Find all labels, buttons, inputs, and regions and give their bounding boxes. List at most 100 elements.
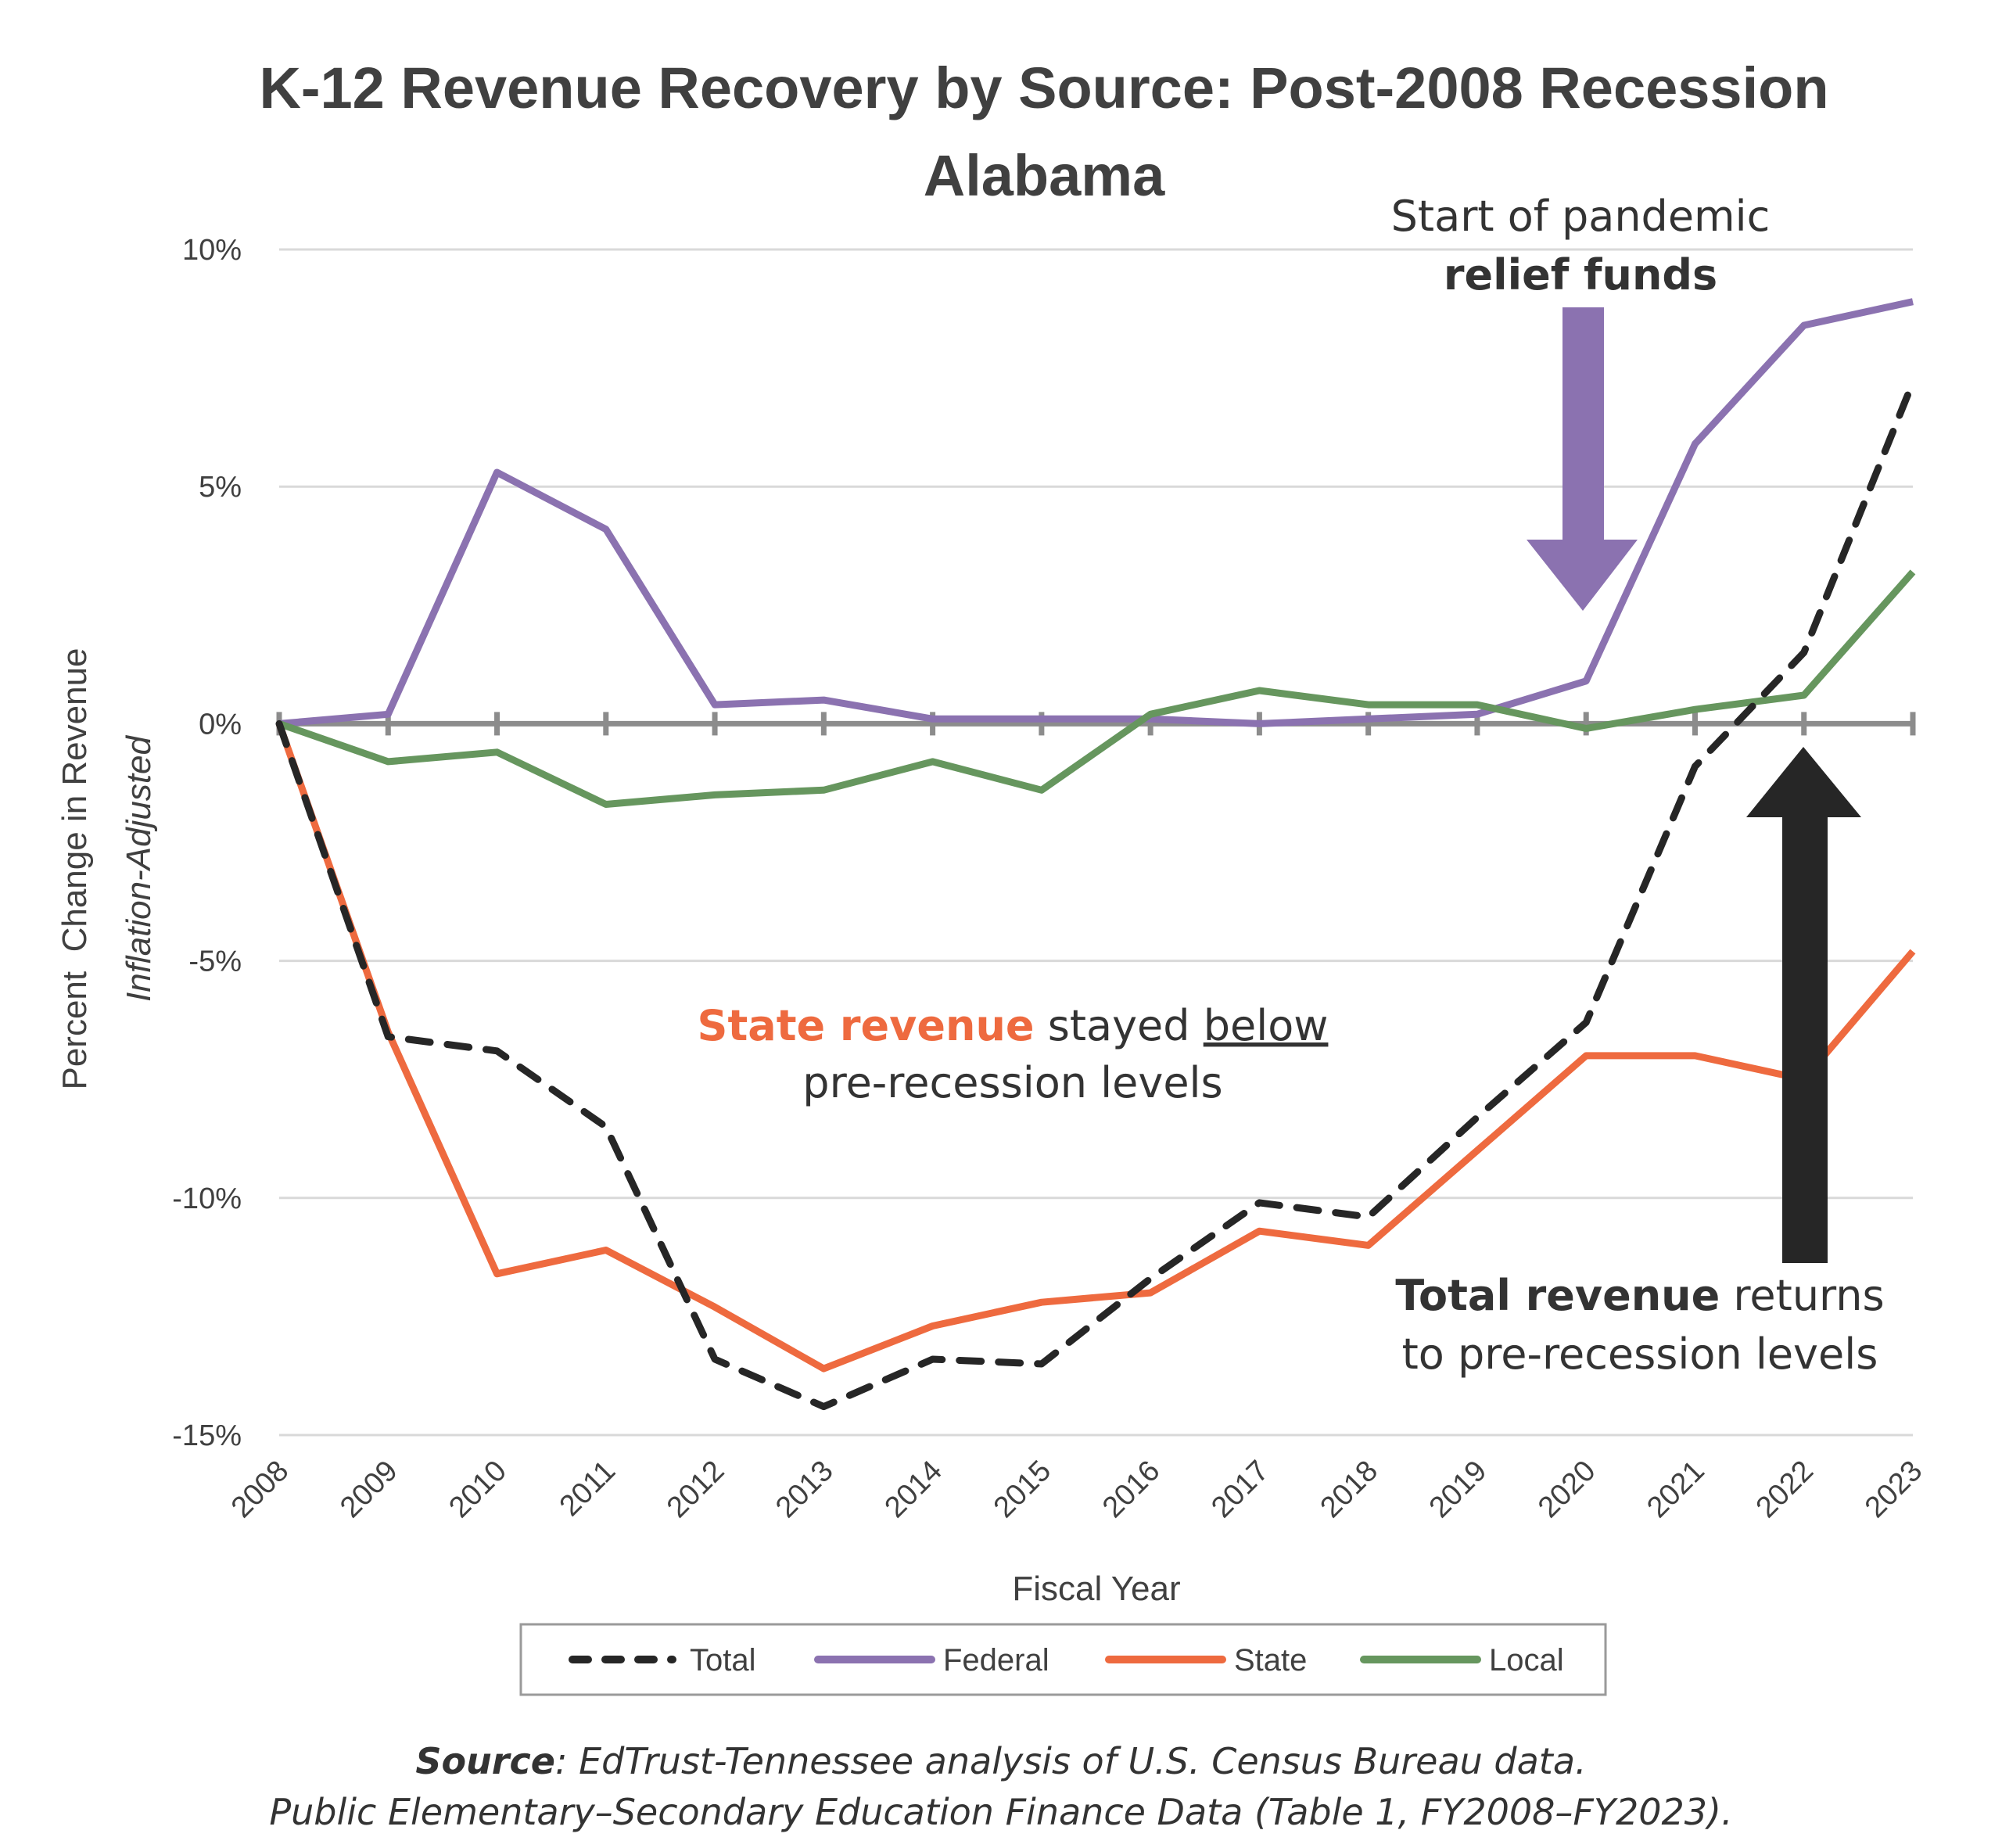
data-point-local-2010: [494, 749, 500, 755]
x-tick-label: 2019: [1423, 1455, 1493, 1524]
down-arrow-icon: [1527, 307, 1638, 611]
pandemic-annotation-line1: Start of pandemic: [1391, 192, 1771, 241]
data-point-total-2015: [1039, 1361, 1045, 1367]
x-tick-label: 2020: [1532, 1455, 1602, 1524]
data-point-federal-2014: [930, 716, 936, 722]
data-point-federal-2019: [1474, 711, 1480, 717]
x-axis-baseline: [276, 712, 1916, 736]
data-point-federal-2018: [1365, 716, 1372, 722]
data-point-state-2012: [712, 1304, 718, 1310]
data-point-local-2022: [1801, 692, 1807, 698]
y-tick-label: -15%: [172, 1419, 242, 1452]
state-annotation-line2: pre-recession levels: [802, 1058, 1222, 1107]
data-point-state-2015: [1039, 1299, 1045, 1305]
source-label: Source: [415, 1740, 555, 1782]
y-axis-ticks: 10% 5% 0% -5% -10% -15%: [172, 234, 242, 1452]
data-point-federal-2015: [1039, 716, 1045, 722]
data-point-local-2016: [1147, 711, 1153, 717]
x-tick-label: 2013: [770, 1455, 839, 1524]
y-tick-label: 10%: [182, 234, 242, 267]
data-point-state-2013: [820, 1365, 827, 1372]
source-line1-text: : EdTrust-Tennessee analysis of U.S. Cen…: [555, 1740, 1587, 1782]
state-annotation: State revenue stayed below pre-recession…: [698, 1001, 1329, 1107]
x-tick-label: 2010: [443, 1455, 512, 1524]
y-tick-label: 0%: [199, 708, 242, 741]
total-annotation-line2: to pre-recession levels: [1402, 1329, 1878, 1379]
total-annotation-rest: returns: [1720, 1271, 1884, 1320]
x-tick-label: 2015: [988, 1455, 1057, 1524]
data-point-total-2020: [1583, 1019, 1589, 1025]
data-point-federal-2022: [1801, 322, 1807, 328]
data-point-federal-2009: [385, 711, 391, 717]
x-tick-label: 2017: [1205, 1455, 1275, 1524]
source-line2: Public Elementary–Secondary Education Fi…: [269, 1791, 1732, 1833]
data-point-federal-2017: [1256, 720, 1262, 727]
state-annotation-underlined: below: [1204, 1001, 1329, 1050]
data-point-federal-2021: [1692, 441, 1698, 447]
total-annotation: Total revenue returns to pre-recession l…: [1395, 747, 1885, 1379]
data-point-state-2016: [1147, 1290, 1153, 1296]
x-tick-label: 2018: [1315, 1455, 1384, 1524]
series-line-local: [278, 569, 1916, 808]
data-point-federal-2013: [820, 697, 827, 703]
data-point-state-2011: [603, 1247, 609, 1254]
data-point-local-2017: [1256, 687, 1262, 694]
data-point-total-2014: [930, 1356, 936, 1362]
y-tick-label: 5%: [199, 471, 242, 504]
x-tick-label: 2009: [334, 1455, 404, 1524]
data-point-total-2009: [385, 1034, 391, 1040]
y-axis-title: Percent Change in Revenue: [56, 648, 94, 1089]
data-point-total-2017: [1256, 1200, 1262, 1206]
x-tick-label: 2023: [1859, 1455, 1928, 1524]
state-annotation-middle: stayed: [1035, 1001, 1204, 1050]
data-point-local-2013: [820, 787, 827, 793]
x-tick-label: 2022: [1750, 1455, 1820, 1524]
data-point-federal-2011: [603, 526, 609, 533]
data-point-total-2013: [820, 1404, 827, 1410]
y-tick-label: -5%: [188, 946, 242, 978]
total-annotation-bold: Total revenue: [1395, 1271, 1720, 1320]
data-point-state-2018: [1365, 1242, 1372, 1248]
source-line1: Source: EdTrust-Tennessee analysis of U.…: [415, 1740, 1586, 1782]
x-axis-title: Fiscal Year: [1012, 1570, 1180, 1608]
x-axis-ticks: 2008 2009 2010 2011 2012 2013 2014 2015 2016 2017…: [225, 1455, 1928, 1524]
data-point-total-2023: [1910, 379, 1916, 386]
data-point-state-2019: [1474, 1147, 1480, 1154]
data-point-local-2020: [1583, 725, 1589, 731]
data-point-state-2021: [1692, 1053, 1698, 1059]
data-point-local-2009: [385, 759, 391, 765]
data-point-federal-2023: [1910, 299, 1916, 305]
data-point-state-2023: [1910, 948, 1916, 954]
y-axis-subtitle: Inflation-Adjusted: [120, 734, 158, 1002]
state-annotation-bold: State revenue: [698, 1001, 1035, 1050]
legend-label-local: Local: [1489, 1643, 1564, 1678]
data-point-total-2011: [603, 1124, 609, 1130]
data-point-local-2012: [712, 791, 718, 798]
data-point-local-2015: [1039, 787, 1045, 793]
x-tick-label: 2012: [661, 1455, 730, 1524]
data-point-total-2022: [1801, 649, 1807, 655]
data-point-state-2010: [494, 1271, 500, 1277]
data-point-local-2018: [1365, 702, 1372, 708]
data-point-local-2011: [603, 801, 609, 807]
data-point-federal-2020: [1583, 678, 1589, 684]
data-point-total-2008: [276, 720, 282, 727]
data-point-total-2012: [712, 1356, 718, 1362]
up-arrow-icon: [1746, 747, 1861, 1263]
data-point-federal-2012: [712, 702, 718, 708]
pandemic-annotation: Start of pandemic relief funds: [1391, 192, 1771, 611]
x-tick-label: 2014: [878, 1455, 948, 1524]
data-point-state-2017: [1256, 1228, 1262, 1234]
series-group: [275, 298, 1917, 1411]
pandemic-annotation-line2: relief funds: [1444, 250, 1717, 300]
series-line-total: [275, 379, 1917, 1411]
data-point-federal-2010: [494, 469, 500, 475]
data-point-state-2014: [930, 1323, 936, 1329]
y-tick-label: -10%: [172, 1182, 242, 1215]
legend-label-federal: Federal: [943, 1643, 1049, 1678]
x-tick-label: 2011: [554, 1455, 622, 1523]
data-point-total-2021: [1692, 763, 1698, 770]
data-point-state-2020: [1583, 1053, 1589, 1059]
data-point-local-2019: [1474, 702, 1480, 708]
